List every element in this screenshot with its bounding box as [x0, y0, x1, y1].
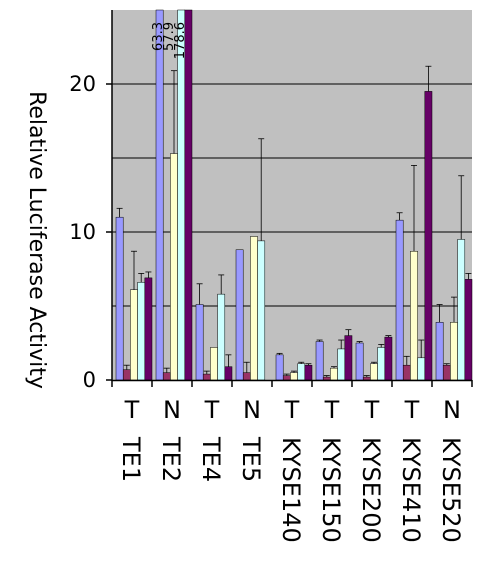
y-tick-label: 0	[83, 368, 96, 392]
bar	[424, 91, 433, 381]
data-label: 63.3	[151, 22, 166, 51]
cell-line-label: KYSE150	[317, 437, 345, 543]
bar	[362, 376, 371, 381]
bar	[122, 369, 131, 381]
bar	[250, 236, 258, 381]
cell-line-label: KYSE200	[357, 437, 385, 543]
bar	[137, 282, 146, 381]
bar	[410, 250, 418, 381]
bar	[330, 367, 338, 381]
bar	[457, 239, 466, 381]
bar	[235, 249, 244, 381]
y-tick-label: 20	[69, 72, 96, 96]
tumor-normal-label: N	[443, 396, 461, 424]
bar	[384, 336, 393, 381]
bar	[377, 347, 386, 381]
bar	[395, 219, 404, 381]
cell-line-label: TE5	[237, 436, 265, 482]
y-tick-label: 10	[69, 220, 96, 244]
bar	[442, 364, 451, 381]
bar	[224, 366, 233, 381]
bar	[344, 335, 353, 381]
bar	[217, 293, 226, 381]
cell-line-label: TE1	[117, 436, 145, 482]
bar	[184, 9, 193, 381]
bar	[170, 153, 178, 381]
bar	[162, 372, 171, 381]
data-label: 57.9	[162, 22, 177, 51]
tumor-normal-label: T	[404, 396, 420, 424]
bar	[130, 289, 138, 381]
bar	[402, 364, 411, 381]
data-label: 178.6	[173, 22, 188, 59]
bar	[355, 342, 364, 381]
tumor-normal-label: T	[284, 396, 300, 424]
x-ticks	[111, 380, 473, 387]
cell-line-label: KYSE410	[397, 437, 425, 543]
bar	[202, 373, 211, 381]
cell-line-label: TE2	[157, 436, 185, 482]
bar	[304, 364, 313, 381]
cell-line-label: KYSE140	[277, 437, 305, 543]
bar	[195, 304, 204, 381]
bar	[275, 354, 284, 381]
bar	[370, 363, 378, 381]
bar	[177, 9, 186, 381]
tumor-normal-label: T	[204, 396, 220, 424]
cell-line-label: TE4	[197, 436, 225, 482]
bar	[464, 279, 473, 381]
y-axis-label: Relative Luciferase Activity	[24, 91, 49, 389]
tumor-normal-label: N	[243, 396, 261, 424]
tumor-normal-label: T	[124, 396, 140, 424]
bar	[144, 277, 153, 381]
tumor-normal-label: T	[364, 396, 380, 424]
bar	[115, 216, 124, 381]
bar	[242, 372, 251, 381]
bar	[257, 240, 266, 381]
bar	[417, 357, 426, 381]
y-ticks: 0 10 20	[69, 72, 112, 392]
bar	[297, 363, 306, 381]
bar	[322, 376, 331, 381]
bar	[315, 341, 324, 381]
error-bars	[116, 65, 472, 378]
cell-line-labels: TE1 TE2 TE4 TE5 KYSE140 KYSE150 KYSE200 KYSE410…	[117, 436, 465, 543]
plot-area	[112, 10, 472, 380]
cell-line-label: KYSE520	[437, 437, 465, 543]
bar	[210, 347, 218, 381]
tumor-normal-label: N	[163, 396, 181, 424]
tumor-normal-label: T	[324, 396, 340, 424]
bar	[337, 348, 346, 381]
bar	[450, 322, 458, 381]
bar	[290, 372, 298, 381]
bar	[282, 375, 291, 381]
bar	[155, 9, 164, 381]
bar	[435, 322, 444, 381]
